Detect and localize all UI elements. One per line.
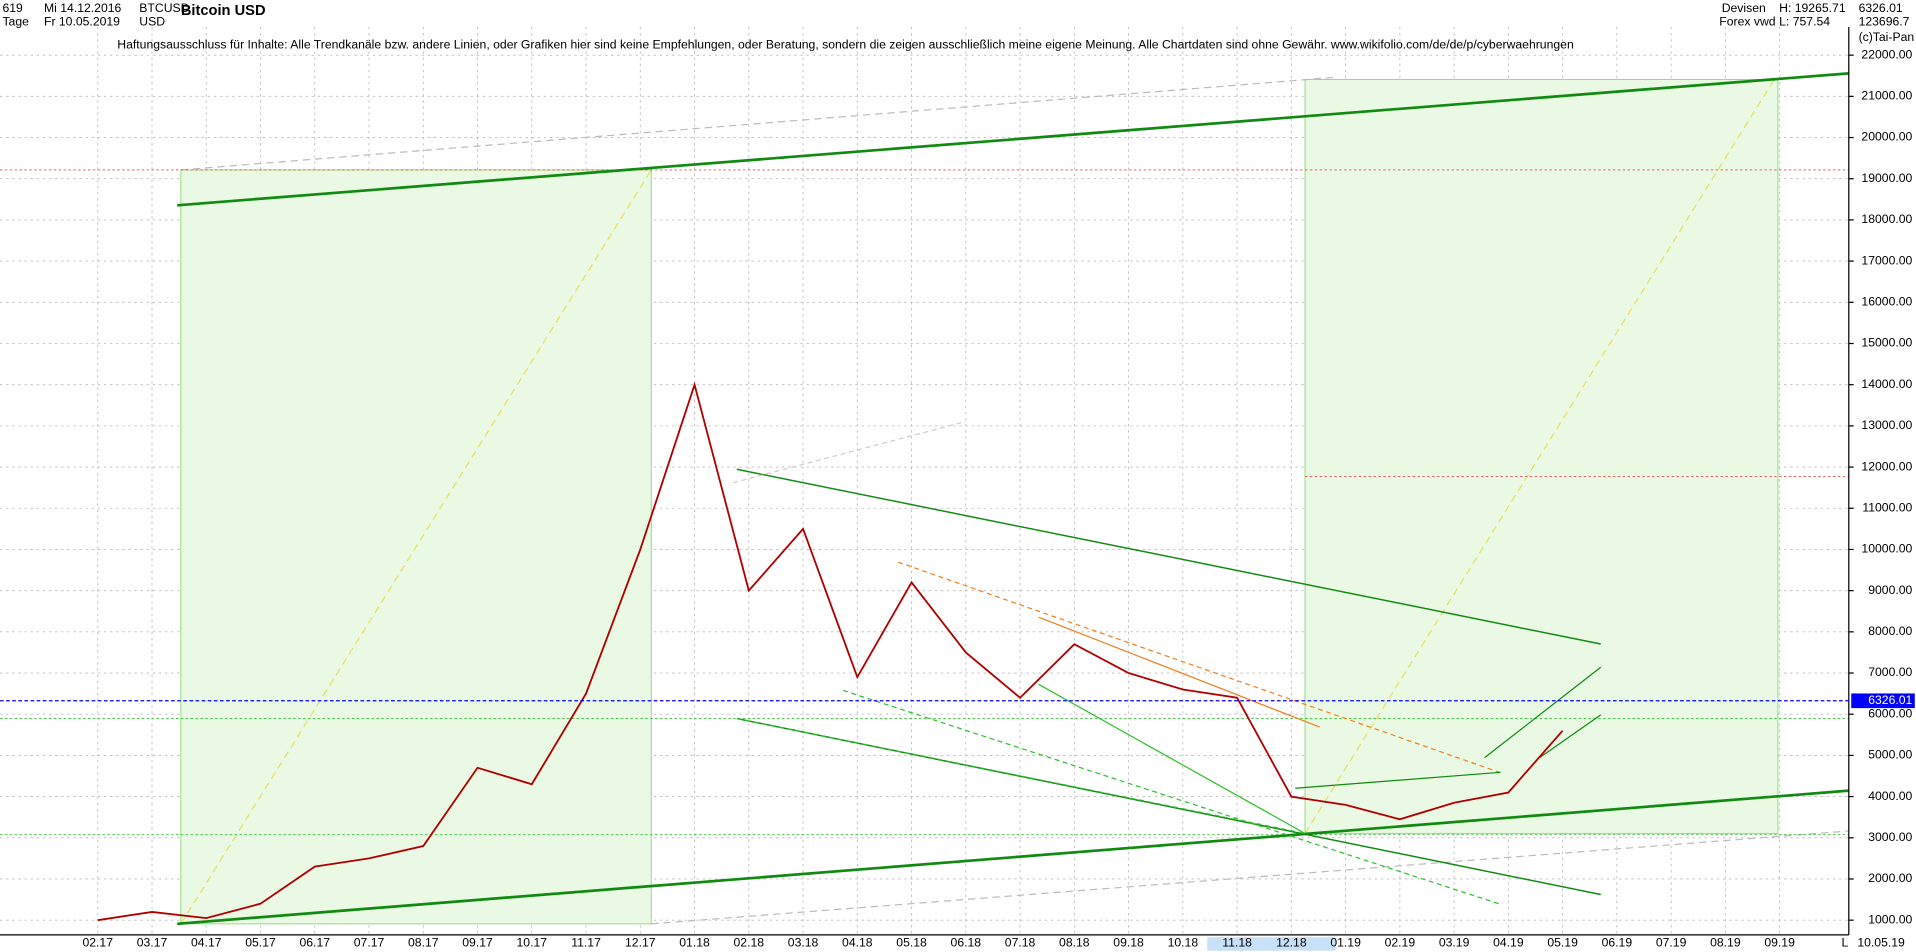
last-price-tag — [1851, 693, 1915, 709]
x-tick-label: 08.19 — [1710, 936, 1741, 950]
x-tick-label: 07.18 — [1005, 936, 1036, 950]
x-tick-label: 11.18 — [1222, 936, 1252, 950]
trend — [651, 830, 1849, 925]
x-tick-label: 09.18 — [1113, 936, 1144, 950]
trend — [842, 689, 1501, 905]
x-tick-label: 02.17 — [82, 936, 113, 950]
y-tick-label: 2000.00 — [1868, 871, 1912, 885]
x-tick-label: 11.17 — [571, 936, 601, 950]
copyright: (c)Tai-Pan — [1859, 30, 1915, 44]
x-tick-label: 01.18 — [679, 936, 710, 950]
x-tick-label: 10.17 — [517, 936, 548, 950]
y-tick-label: 20000.00 — [1861, 130, 1912, 144]
drawings — [0, 72, 1849, 926]
x-tick-label: 12.17 — [625, 936, 656, 950]
x-tick-label: 07.17 — [354, 936, 385, 950]
trend — [733, 421, 966, 484]
symbol: BTCUSD — [139, 1, 189, 15]
x-tick-label: 08.18 — [1059, 936, 1090, 950]
trend — [1295, 771, 1501, 789]
x-tick-label: 01.19 — [1330, 936, 1361, 950]
trend — [180, 76, 1339, 171]
end-date: Fr 10.05.2019 — [44, 14, 120, 28]
y-tick-label: 16000.00 — [1861, 295, 1912, 309]
x-tick-label: 05.17 — [245, 936, 276, 950]
x-tick-label: 02.19 — [1385, 936, 1416, 950]
subtitle: Haftungsausschluss für Inhalte: Alle Tre… — [117, 37, 1573, 51]
x-tick-label: 05.19 — [1547, 936, 1578, 950]
x-tick-label: 09.17 — [462, 936, 493, 950]
trend — [897, 561, 1504, 775]
x-tick-label: 03.17 — [137, 936, 168, 950]
trend — [1304, 79, 1775, 834]
x-tick-label: 06.18 — [951, 936, 982, 950]
high: H: 19265.71 — [1779, 1, 1846, 15]
x-tick-label: 10.18 — [1168, 936, 1199, 950]
x-tick-label: 03.19 — [1439, 936, 1470, 950]
trend — [1038, 616, 1320, 728]
x-tick-label: 02.18 — [734, 936, 765, 950]
y-tick-label: 12000.00 — [1861, 459, 1912, 473]
y-tick-label: 7000.00 — [1868, 665, 1912, 679]
trend — [1539, 714, 1602, 759]
y-tick-label: 9000.00 — [1868, 583, 1912, 597]
source: Forex vwd — [1719, 14, 1775, 28]
last-price: 6326.01 — [1859, 1, 1903, 15]
x-tick-label: 05.18 — [896, 936, 927, 950]
market: Devisen — [1722, 1, 1766, 15]
low: L: 757.54 — [1779, 14, 1830, 28]
y-tick-label: 22000.00 — [1861, 47, 1912, 61]
y-tick-label: 18000.00 — [1861, 212, 1912, 226]
x-tick-label: 04.18 — [842, 936, 873, 950]
y-tick-label: 19000.00 — [1861, 171, 1912, 185]
x-tick-label: 04.19 — [1493, 936, 1524, 950]
last-price-label: 6326.01 — [1868, 693, 1912, 707]
y-tick-label: 21000.00 — [1861, 89, 1912, 103]
channel — [177, 789, 1849, 926]
period: Tage — [2, 14, 29, 28]
trend — [180, 169, 652, 925]
y-tick-label: 15000.00 — [1861, 336, 1912, 350]
trend — [736, 717, 1306, 835]
y-tick-label: 1000.00 — [1868, 912, 1912, 926]
y-tick-label: 17000.00 — [1861, 253, 1912, 267]
y-tick-label: 5000.00 — [1868, 748, 1912, 762]
y-tick-label: 13000.00 — [1861, 418, 1912, 432]
scale-marker: L — [1841, 936, 1848, 950]
x-tick-label: 03.18 — [788, 936, 819, 950]
x-tick-label: 08.17 — [408, 936, 439, 950]
date-label: 10.05.19 — [1857, 936, 1905, 950]
trend — [1484, 666, 1602, 759]
x-tick-label: 06.19 — [1602, 936, 1633, 950]
start-date: Mi 14.12.2016 — [44, 1, 122, 15]
zone — [1304, 78, 1779, 834]
channel — [736, 468, 1601, 645]
y-tick-label: 4000.00 — [1868, 789, 1912, 803]
trend — [1038, 683, 1306, 834]
price-line — [97, 381, 1564, 922]
channel — [177, 72, 1849, 207]
x-tick-label: 12.18 — [1276, 936, 1307, 950]
currency: USD — [139, 14, 165, 28]
count: 619 — [2, 1, 23, 15]
x-tick-label: 06.17 — [299, 936, 330, 950]
y-tick-label: 10000.00 — [1861, 542, 1912, 556]
chart-title: Bitcoin USD — [181, 3, 266, 19]
x-tick-label: 04.17 — [191, 936, 222, 950]
selection — [1207, 937, 1336, 951]
y-tick-label: 6000.00 — [1868, 706, 1912, 720]
x-tick-label: 07.19 — [1656, 936, 1687, 950]
y-tick-label: 3000.00 — [1868, 830, 1912, 844]
x-tick-label: 09.19 — [1764, 936, 1795, 950]
y-tick-label: 14000.00 — [1861, 377, 1912, 391]
y-tick-label: 11000.00 — [1862, 500, 1912, 514]
y-tick-label: 8000.00 — [1868, 624, 1912, 638]
volume: 123696.7 — [1859, 14, 1910, 28]
